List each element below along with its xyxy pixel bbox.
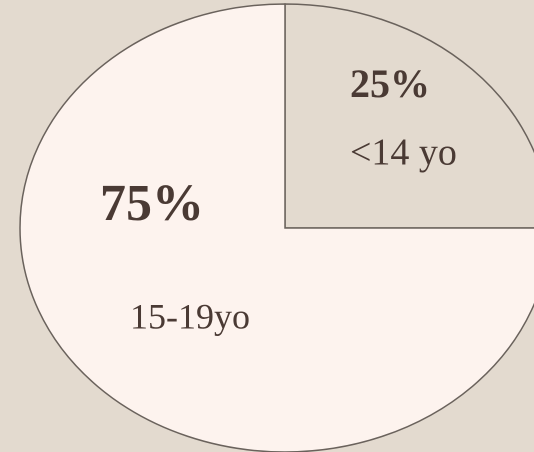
pie-slice	[284, 3, 534, 229]
category-label: <14 yo	[350, 132, 457, 174]
value-label: 25%	[350, 61, 430, 106]
value-label: 75%	[100, 175, 204, 232]
pie-slice	[19, 3, 534, 452]
category-label: 15-19yo	[130, 296, 250, 336]
